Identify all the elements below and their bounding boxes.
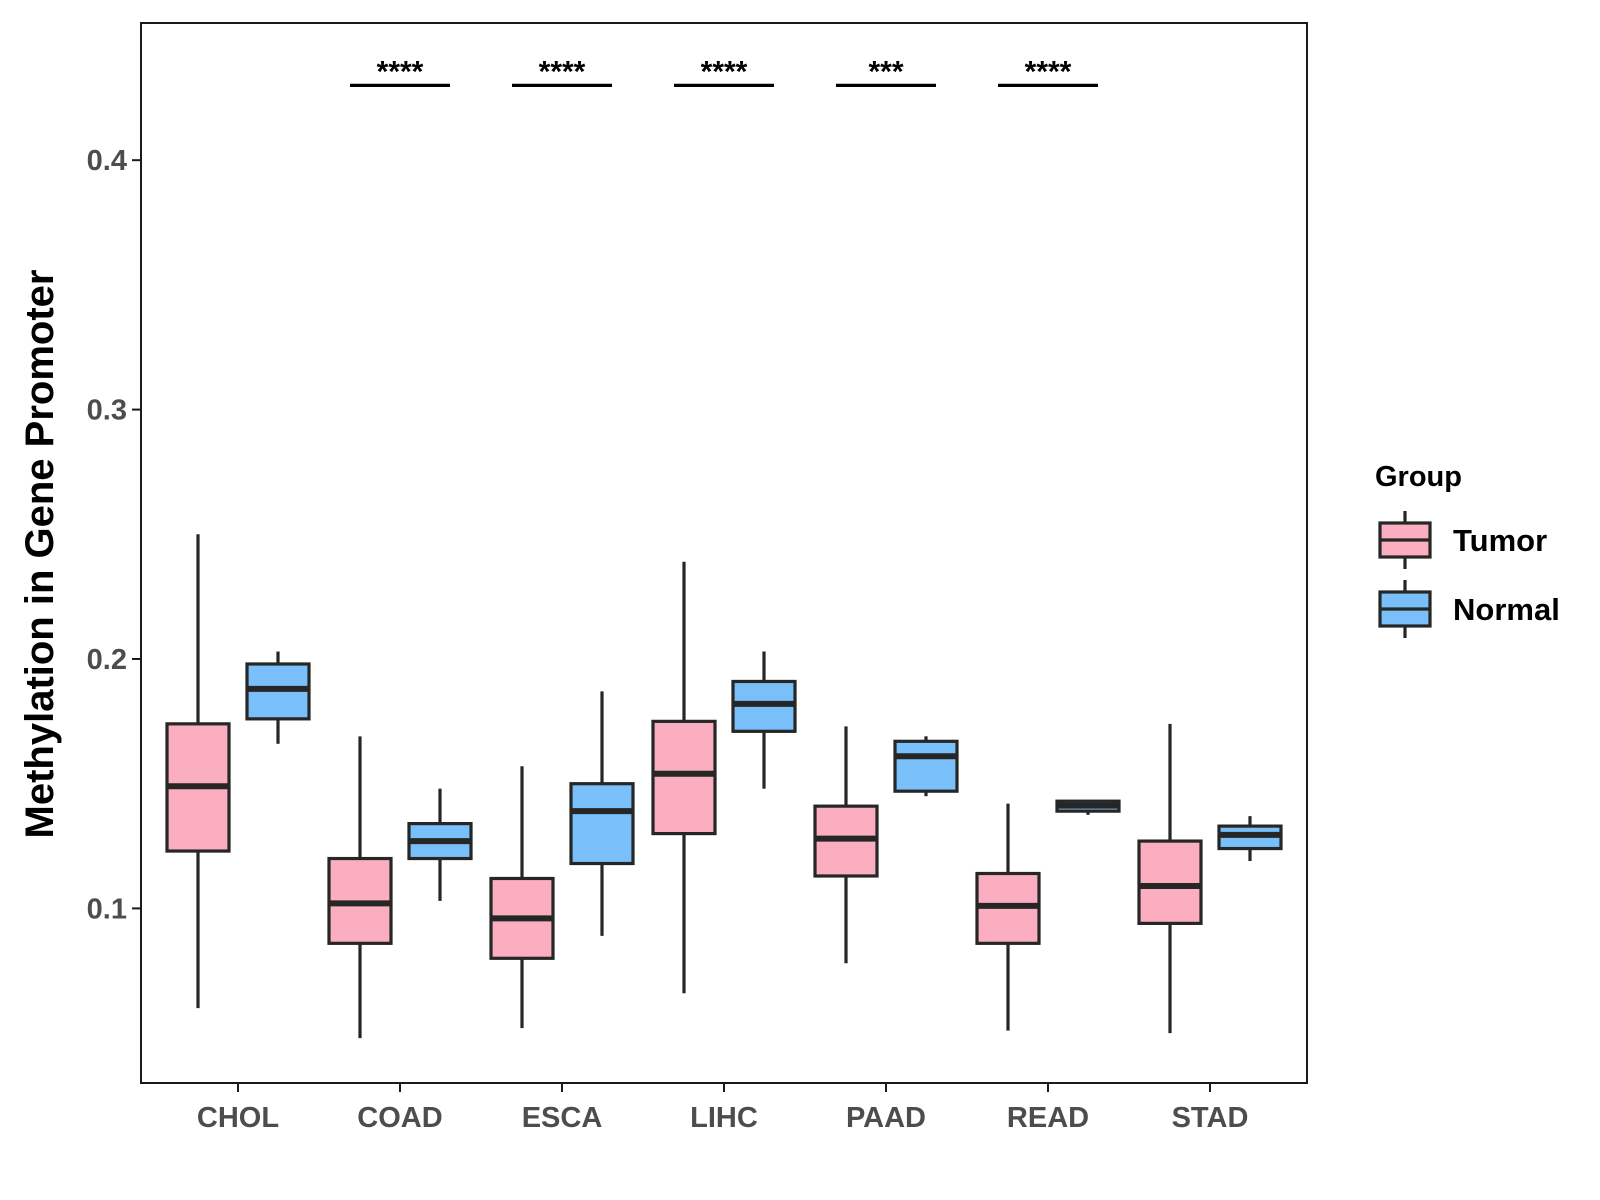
box-normal-chol [245,651,311,744]
box-tumor-paad [813,726,879,964]
box-normal-read [1055,799,1121,815]
x-axis: CHOL COAD ESCA LIHC PAAD READ STAD [197,1083,1248,1134]
box-tumor-chol [165,534,231,1009]
legend-label: Tumor [1453,523,1547,558]
significance-lihc: **** [674,55,774,88]
box-normal-stad [1217,816,1283,862]
significance-coad: **** [350,55,450,88]
box-body [893,739,959,793]
significance-read: **** [998,55,1098,88]
significance-layer: **** **** **** *** **** [350,55,1098,88]
box-body [1137,839,1203,925]
x-tick-label: CHOL [197,1102,279,1134]
x-tick-label: PAAD [846,1102,926,1134]
significance-label: *** [868,55,903,88]
y-axis-title: Methylation in Gene Promoter [18,270,62,839]
box-tumor-esca [489,766,555,1029]
box-normal-coad [407,788,473,901]
significance-label: **** [539,55,586,88]
box-layer [165,534,1283,1039]
legend-label: Normal [1453,592,1560,627]
x-tick-label: COAD [357,1102,442,1134]
plot-panel [140,22,1308,1084]
y-tick-label: 0.3 [87,395,127,427]
y-axis: 0.1 0.2 0.3 0.4 [87,145,141,925]
box-tumor-lihc [651,561,717,994]
significance-label: **** [377,55,424,88]
y-tick-label: 0.2 [87,644,127,676]
x-tick-label: READ [1007,1102,1089,1134]
box-tumor-coad [327,736,393,1039]
significance-label: **** [701,55,748,88]
legend: Group Tumor Normal [1375,461,1560,638]
box-tumor-read [975,803,1041,1031]
x-tick-label: STAD [1172,1102,1249,1134]
x-tick-label: ESCA [522,1102,603,1134]
legend-entry-tumor: Tumor [1378,511,1547,569]
legend-title: Group [1375,461,1462,493]
y-tick-label: 0.4 [87,145,127,177]
y-tick-label: 0.1 [87,893,127,925]
significance-label: **** [1025,55,1072,88]
box-body [569,782,635,866]
box-tumor-stad [1137,723,1203,1034]
significance-paad: *** [836,55,936,88]
box-body [651,719,717,836]
significance-esca: **** [512,55,612,88]
plot-border [140,22,1308,1084]
box-normal-paad [893,736,959,797]
legend-entry-normal: Normal [1378,580,1560,638]
x-tick-label: LIHC [690,1102,758,1134]
box-normal-lihc [731,651,797,789]
box-normal-esca [569,691,635,936]
